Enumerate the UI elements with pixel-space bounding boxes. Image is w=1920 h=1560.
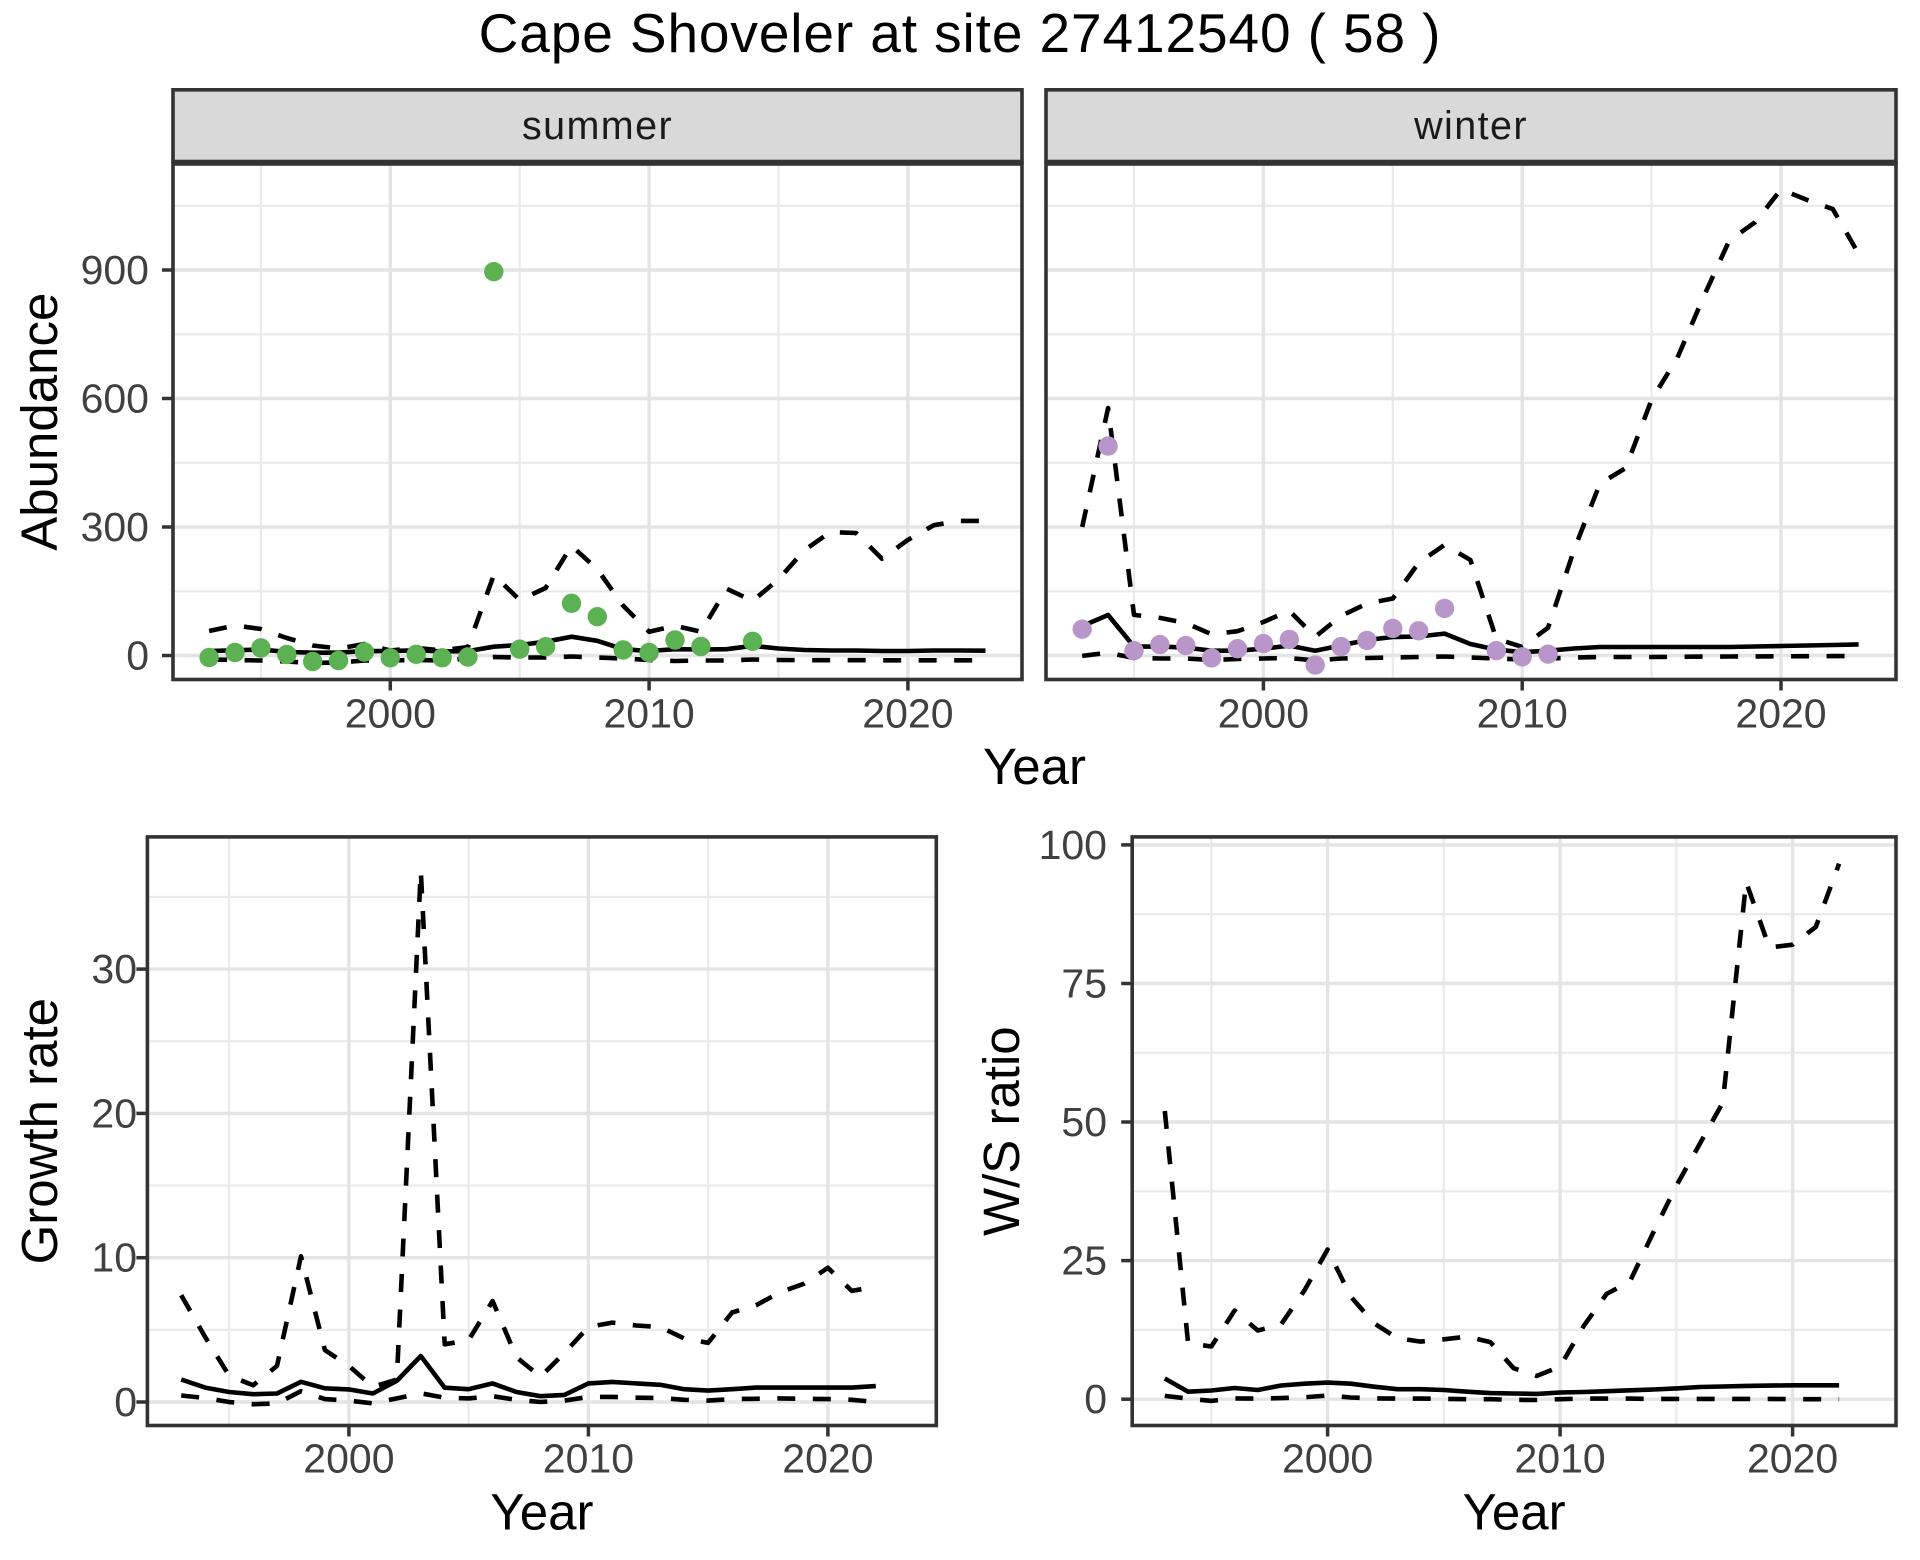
svg-text:winter: winter [1413,104,1528,148]
svg-text:0: 0 [126,633,149,679]
svg-text:Year: Year [1463,1484,1566,1541]
svg-text:100: 100 [1039,822,1107,868]
svg-text:300: 300 [81,504,149,550]
svg-text:Year: Year [490,1484,593,1541]
svg-text:Growth rate: Growth rate [11,998,68,1264]
svg-text:900: 900 [81,247,149,293]
svg-text:75: 75 [1061,961,1107,1007]
svg-text:2010: 2010 [1477,691,1568,737]
svg-text:2010: 2010 [543,1436,634,1482]
svg-text:30: 30 [91,946,137,992]
svg-text:600: 600 [81,376,149,422]
svg-text:2000: 2000 [345,691,436,737]
svg-text:2020: 2020 [862,691,953,737]
svg-text:2000: 2000 [1218,691,1309,737]
svg-text:2020: 2020 [782,1436,873,1482]
svg-text:2000: 2000 [303,1436,394,1482]
svg-text:W/S ratio: W/S ratio [973,1026,1030,1236]
svg-text:50: 50 [1061,1099,1107,1145]
svg-text:Year: Year [983,738,1086,795]
svg-text:25: 25 [1061,1238,1107,1284]
svg-text:2010: 2010 [1514,1436,1605,1482]
svg-text:Cape Shoveler at site 27412540: Cape Shoveler at site 27412540 ( 58 ) [479,2,1442,64]
svg-text:0: 0 [114,1379,137,1425]
svg-text:2010: 2010 [603,691,694,737]
svg-text:Abundance: Abundance [11,293,68,551]
svg-text:20: 20 [91,1090,137,1136]
svg-text:2020: 2020 [1747,1436,1838,1482]
svg-text:0: 0 [1084,1376,1107,1422]
svg-text:summer: summer [522,104,673,148]
svg-text:2000: 2000 [1282,1436,1373,1482]
svg-text:10: 10 [91,1235,137,1281]
svg-text:2020: 2020 [1735,691,1826,737]
